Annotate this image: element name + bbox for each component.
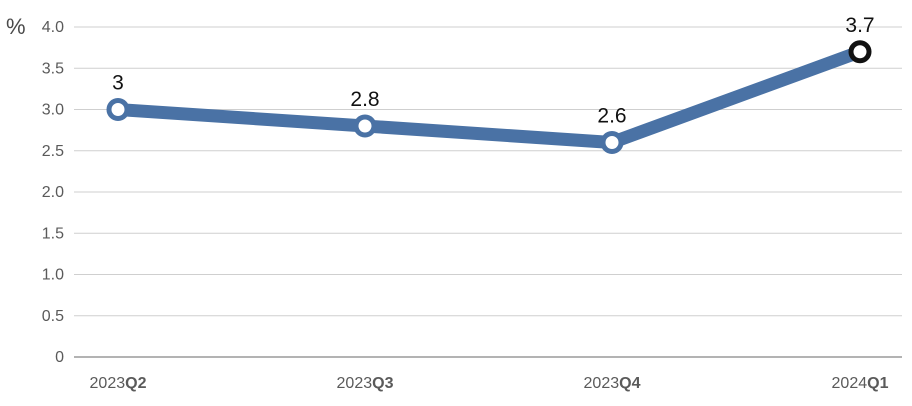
x-tick-label: 2023Q2 [90,375,147,392]
y-axis-ticks: 0 0.5 1.0 1.5 2.0 2.5 3.0 3.5 4.0 [42,19,64,366]
data-label: 3 [112,72,124,95]
x-tick-year: 2023 [584,375,620,392]
data-point [106,98,130,121]
x-tick-label: 2024Q1 [832,375,889,392]
x-tick-quarter: Q3 [372,375,393,392]
data-label: 3.7 [845,14,874,37]
data-label: 2.6 [597,105,626,128]
data-point [600,131,624,154]
data-point [353,114,377,138]
y-tick-label: 3.5 [42,60,64,77]
x-tick-year: 2023 [90,375,126,392]
data-labels: 3 2.8 2.6 3.7 [112,14,874,128]
x-tick-label: 2023Q4 [584,375,641,392]
y-tick-label: 1.0 [42,267,64,284]
series-line [111,45,867,149]
x-tick-year: 2023 [337,375,373,392]
y-tick-label: 0.5 [42,308,64,325]
data-points [106,40,872,154]
series-polyline [111,45,867,149]
x-tick-quarter: Q4 [619,375,640,392]
y-tick-label: 4.0 [42,19,64,36]
y-axis-unit-label: % [6,14,26,39]
x-tick-quarter: Q1 [867,375,888,392]
x-tick-quarter: Q2 [125,375,146,392]
x-axis-ticks: 2023Q2 2023Q3 2023Q4 2024Q1 [90,375,889,392]
x-tick-year: 2024 [832,375,868,392]
data-label: 2.8 [350,88,379,111]
y-tick-label: 2.0 [42,184,64,201]
data-point-highlighted [848,40,872,64]
y-tick-label: 3.0 [42,102,64,119]
x-tick-label: 2023Q3 [337,375,394,392]
y-tick-label: 2.5 [42,143,64,160]
y-tick-label: 1.5 [42,225,64,242]
y-tick-label: 0 [55,349,64,366]
